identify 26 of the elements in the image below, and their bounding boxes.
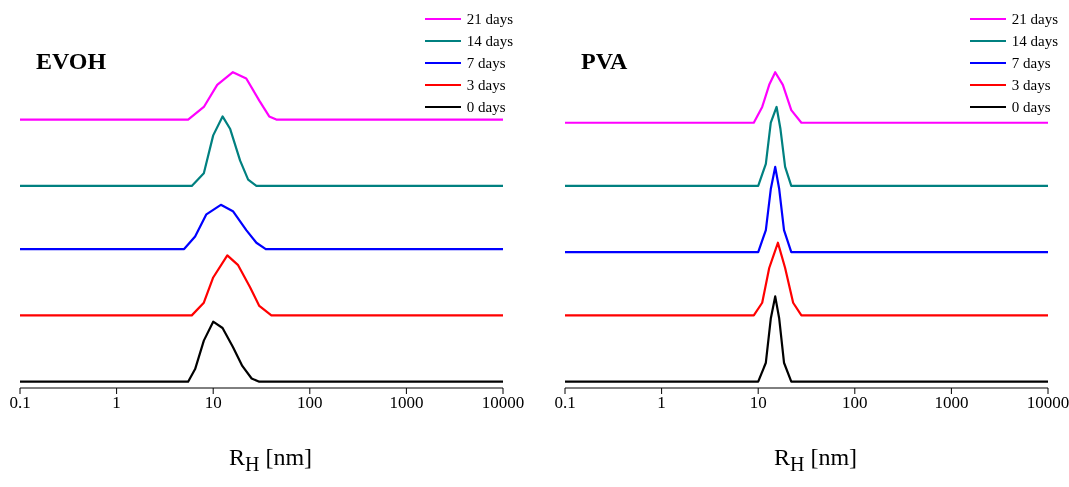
legend-label: 21 days	[1011, 10, 1058, 29]
x-tick-label: 1000	[934, 393, 969, 413]
x-axis-title: R$_{H}$ [nm]	[772, 444, 859, 476]
x-tick-label: 100	[297, 393, 323, 413]
x-tick-label: 0.1	[9, 393, 31, 413]
chart-title: EVOH	[36, 48, 107, 75]
x-tick-label: 1000	[389, 393, 424, 413]
legend-label: 14 days	[466, 32, 513, 51]
x-tick-label: 10	[749, 393, 767, 413]
legend-label: 0 days	[1011, 98, 1051, 117]
x-tick-label: 0.1	[554, 393, 576, 413]
legend-label: 3 days	[1011, 76, 1051, 95]
x-tick-label: 100	[842, 393, 868, 413]
x-tick-label: 10	[204, 393, 222, 413]
x-tick-label: 1	[112, 393, 121, 413]
legend-label: 7 days	[1011, 54, 1051, 73]
x-tick-label: 1	[657, 393, 666, 413]
legend-label: 14 days	[1011, 32, 1058, 51]
legend-label: 3 days	[466, 76, 506, 95]
legend-label: 21 days	[466, 10, 513, 29]
x-axis-title: R$_{H}$ [nm]	[227, 444, 314, 476]
legend-label: 7 days	[466, 54, 506, 73]
x-tick-label: 10000	[1026, 393, 1069, 413]
chart-title: PVA	[581, 48, 628, 75]
legend-label: 0 days	[466, 98, 506, 117]
x-tick-label: 10000	[481, 393, 525, 413]
